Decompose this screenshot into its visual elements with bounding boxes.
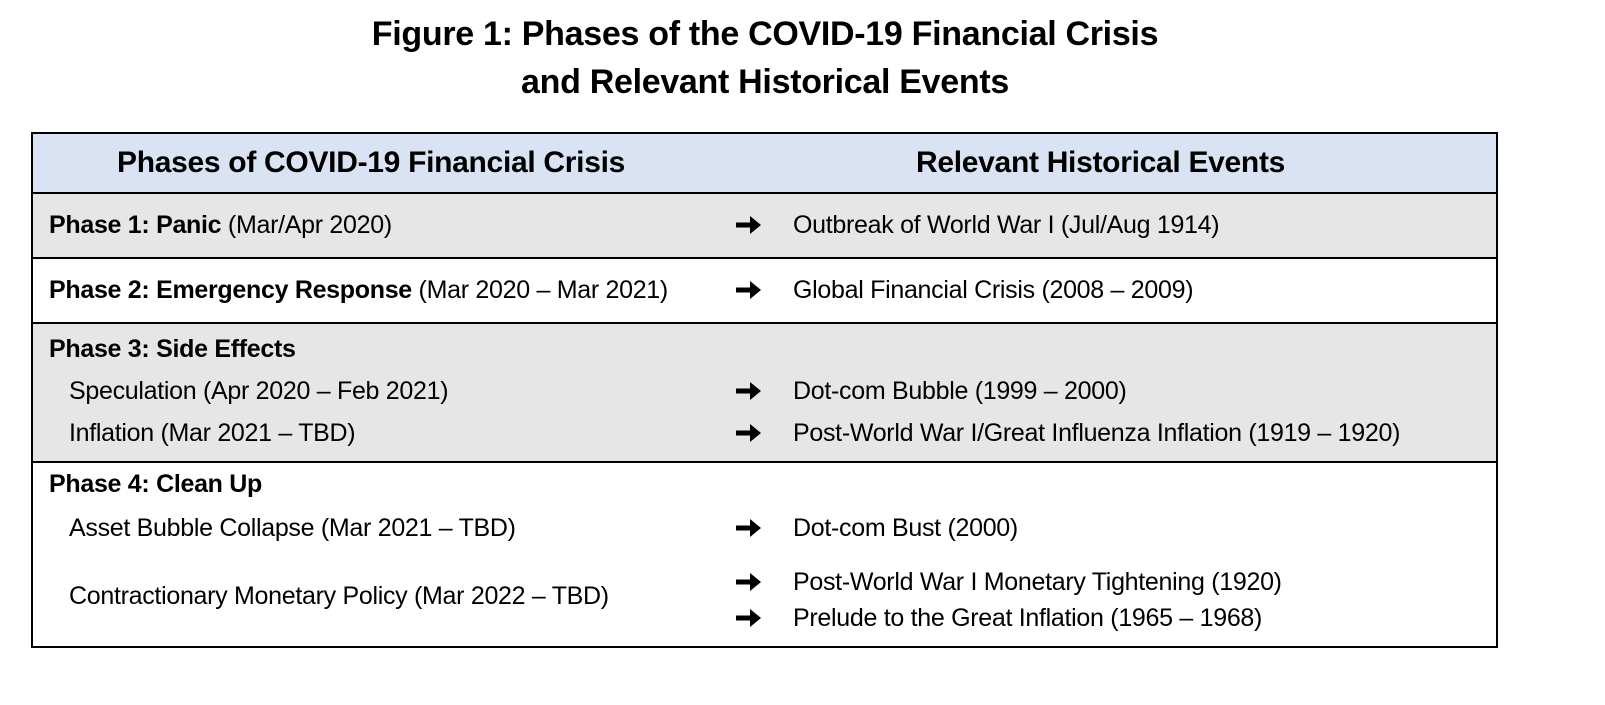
right-arrow-icon — [733, 275, 763, 305]
table-row-phase-4: Phase 4: Clean Up Asset Bubble Collapse … — [33, 463, 1496, 646]
right-arrow-icon — [733, 376, 763, 406]
right-arrow-icon — [733, 210, 763, 240]
figure-title: Figure 1: Phases of the COVID-19 Financi… — [0, 10, 1530, 106]
figure-title-line-1: Figure 1: Phases of the COVID-19 Financi… — [371, 15, 1159, 53]
phase-4-event-dotcom-bust: Dot-com Bust (2000) — [793, 514, 1018, 542]
right-arrow-icon — [733, 513, 763, 543]
header-phases: Phases of COVID-19 Financial Crisis — [117, 146, 626, 179]
phase-2-period: (Mar 2020 – Mar 2021) — [411, 276, 669, 304]
phase-3-label: Phase 3: Side Effects — [49, 335, 296, 363]
right-arrow-icon — [733, 567, 763, 597]
phase-1-event: Outbreak of World War I (Jul/Aug 1914) — [793, 211, 1220, 239]
header-historical-events: Relevant Historical Events — [916, 146, 1286, 179]
table-row-phase-1: Phase 1: Panic (Mar/Apr 2020) Outbreak o… — [33, 194, 1496, 259]
figure-title-line-2: and Relevant Historical Events — [521, 63, 1009, 101]
phase-1-label: Phase 1: Panic — [49, 211, 222, 239]
table-header: Phases of COVID-19 Financial Crisis Rele… — [33, 134, 1496, 194]
phase-4-label: Phase 4: Clean Up — [49, 470, 263, 498]
phase-1-period: (Mar/Apr 2020) — [221, 211, 392, 239]
table-row-phase-2: Phase 2: Emergency Response (Mar 2020 – … — [33, 259, 1496, 324]
phase-4-event-wwi-tightening: Post-World War I Monetary Tightening (19… — [793, 568, 1282, 596]
phase-2-label: Phase 2: Emergency Response — [49, 276, 412, 304]
right-arrow-icon — [733, 418, 763, 448]
phase-4-sub-asset-bubble-collapse: Asset Bubble Collapse (Mar 2021 – TBD) — [69, 514, 516, 542]
phase-3-sub-inflation: Inflation (Mar 2021 – TBD) — [69, 419, 356, 447]
phase-3-sub-speculation: Speculation (Apr 2020 – Feb 2021) — [69, 377, 449, 405]
right-arrow-icon — [733, 603, 763, 633]
phase-4-event-great-inflation-prelude: Prelude to the Great Inflation (1965 – 1… — [793, 604, 1263, 632]
phase-3-event-speculation: Dot-com Bubble (1999 – 2000) — [793, 377, 1127, 405]
phase-3-event-inflation: Post-World War I/Great Influenza Inflati… — [793, 419, 1401, 447]
phase-4-sub-contractionary-policy: Contractionary Monetary Policy (Mar 2022… — [69, 582, 609, 610]
phase-2-event: Global Financial Crisis (2008 – 2009) — [793, 276, 1194, 304]
phase-2-cell: Phase 2: Emergency Response (Mar 2020 – … — [49, 275, 668, 305]
phases-table: Phases of COVID-19 Financial Crisis Rele… — [31, 132, 1498, 648]
phase-1-cell: Phase 1: Panic (Mar/Apr 2020) — [49, 210, 392, 240]
table-row-phase-3: Phase 3: Side Effects Speculation (Apr 2… — [33, 324, 1496, 463]
